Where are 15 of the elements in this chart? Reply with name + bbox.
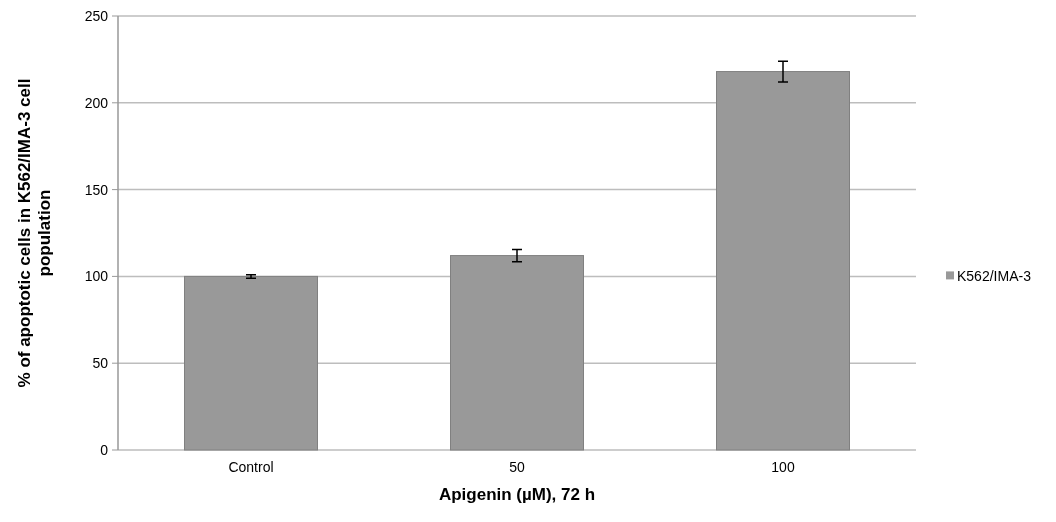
bar (716, 71, 850, 451)
bar (450, 255, 584, 451)
y-tick-label: 200 (84, 94, 109, 111)
bar (184, 275, 318, 451)
legend-label: K562/IMA-3 (957, 268, 1032, 285)
x-tick-label: Control (228, 459, 274, 475)
x-axis-title: Apigenin (µM), 72 h (438, 485, 596, 504)
x-tick-label: 100 (771, 459, 795, 475)
x-tick-label: 50 (509, 459, 525, 475)
y-tick-label: 50 (92, 355, 109, 372)
y-axis-title: % of apoptotic cells in K562/IMA-3 cell population (15, 78, 55, 388)
y-tick-label: 0 (100, 441, 109, 458)
y-tick-label: 100 (84, 268, 109, 285)
y-tick-label: 250 (84, 7, 109, 24)
y-tick-label: 150 (84, 181, 109, 198)
